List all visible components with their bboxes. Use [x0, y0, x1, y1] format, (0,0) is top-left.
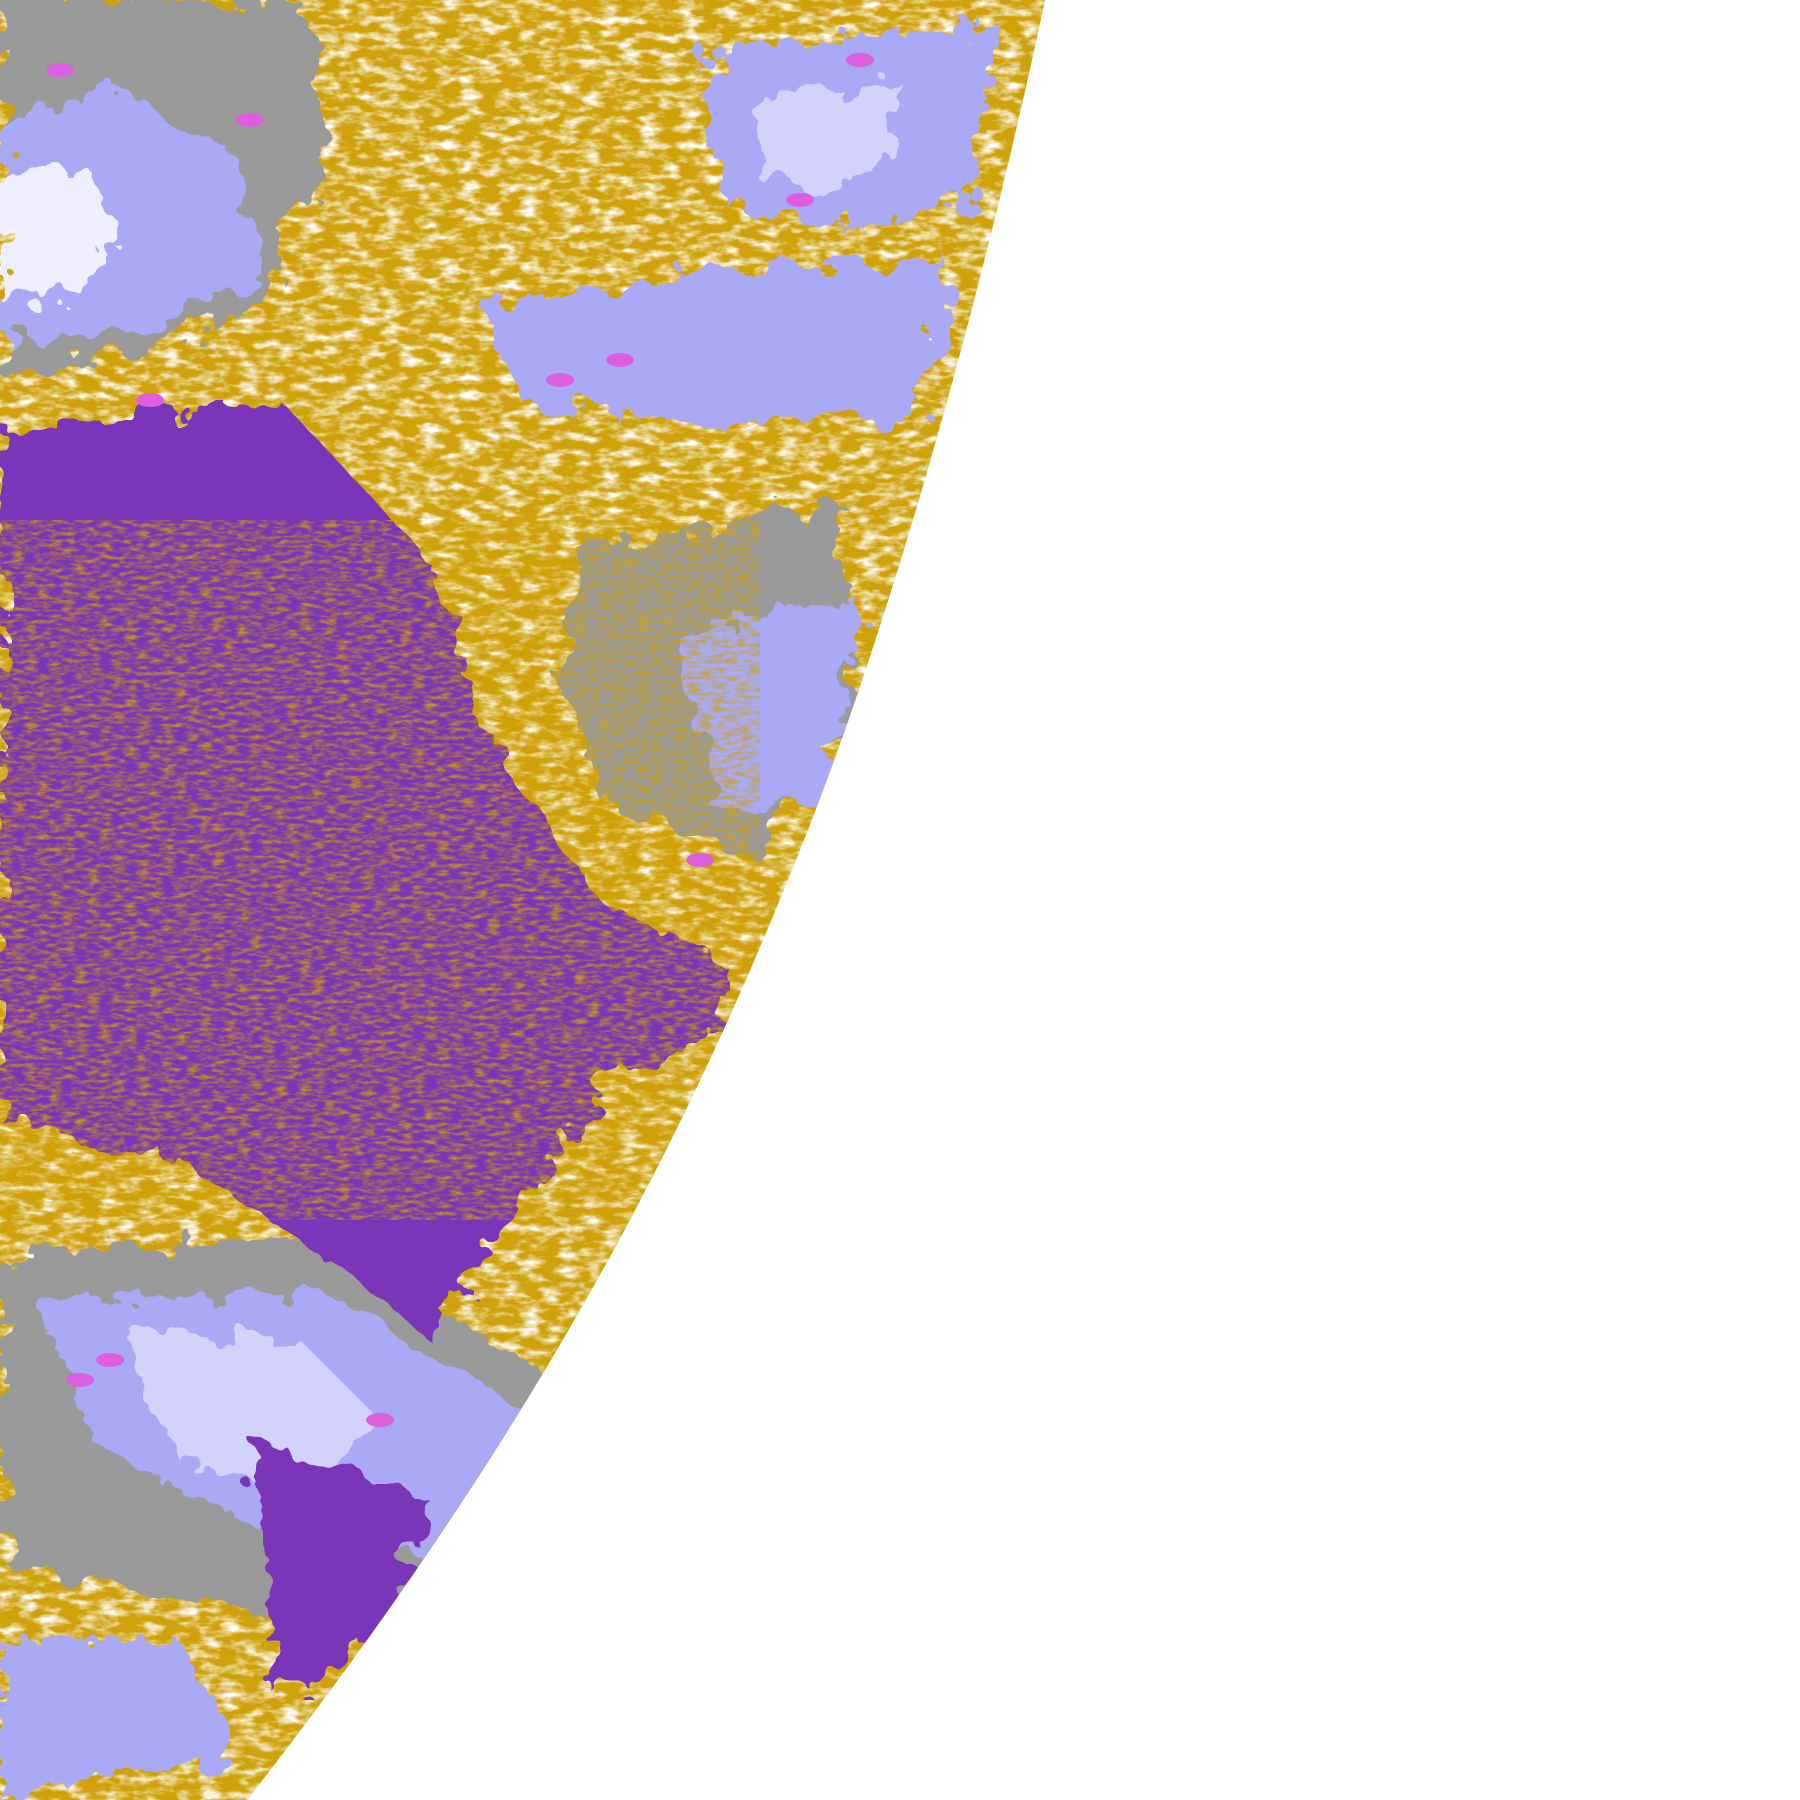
- lavender-cloud-mid: [480, 260, 950, 420]
- magenta-speck: [606, 353, 634, 367]
- magenta-speck: [96, 1353, 124, 1367]
- magenta-speck: [686, 853, 714, 867]
- magenta-speck: [136, 393, 164, 407]
- magenta-speck: [46, 63, 74, 77]
- pale-cloud-bottom: [120, 1330, 380, 1500]
- pale-cloud-top-right: [740, 80, 900, 190]
- lavender-cloud-bottom-left: [0, 1640, 240, 1800]
- magenta-speck: [236, 113, 264, 127]
- magenta-speck: [786, 193, 814, 207]
- magenta-speck: [366, 1413, 394, 1427]
- purple-region-south: [250, 1440, 430, 1700]
- magenta-speck: [546, 373, 574, 387]
- magenta-speck: [846, 53, 874, 67]
- magenta-speck: [66, 1373, 94, 1387]
- bright-cloud-top-left: [0, 170, 120, 300]
- magenta-specks: [46, 53, 874, 1427]
- gold-streaks-in-band: [0, 520, 760, 1220]
